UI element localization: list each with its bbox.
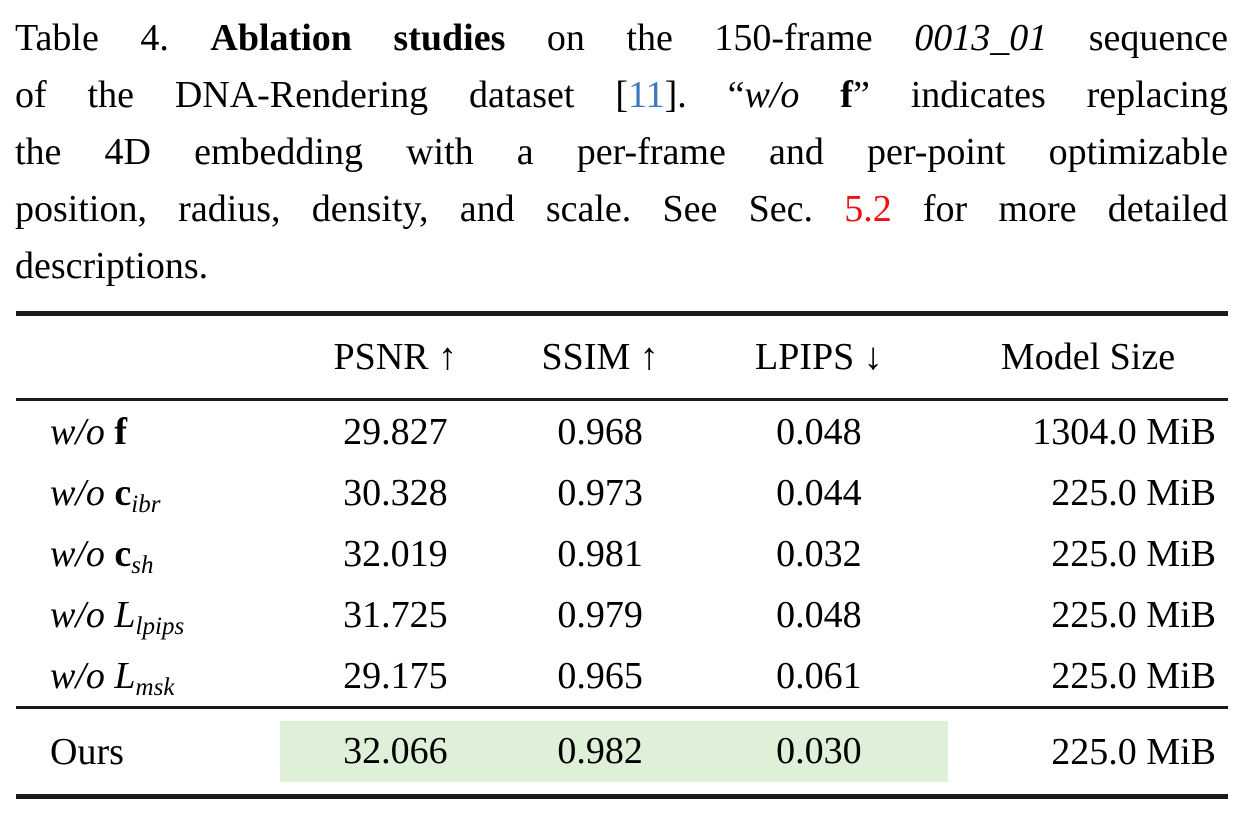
cell-psnr: 32.019 (343, 532, 448, 575)
row-symbol-subscript: sh (131, 551, 154, 579)
cell-ssim-highlighted: 0.982 (510, 706, 690, 797)
col-header-ssim: SSIM ↑ (510, 313, 690, 401)
cell-model-size: 1304.0 MiB (1032, 410, 1216, 453)
row-symbol: c (114, 532, 132, 575)
caption-text: on the 150-frame (505, 17, 915, 59)
cell-lpips: 0.048 (776, 410, 862, 453)
table-caption: Table 4. Ablation studies on the 150-fra… (15, 10, 1228, 295)
wo-prefix: w/o (50, 410, 115, 453)
row-symbol-subscript: ibr (131, 490, 161, 518)
row-symbol-subscript: lpips (135, 612, 185, 640)
cell-psnr: 30.328 (343, 471, 448, 514)
table-row-wo-c-sh: w/o csh 32.019 0.981 0.032 225.0 MiB (16, 523, 1228, 584)
wo-term: w/o (744, 74, 841, 116)
caption-text: for more detailed (891, 188, 1228, 230)
caption-text: position, radius, density, and scale. Se… (15, 188, 845, 230)
row-label: w/o f (16, 400, 280, 463)
cell-model-size: 225.0 MiB (1051, 532, 1216, 575)
wo-prefix: w/o (50, 532, 115, 575)
row-label: w/o Llpips (16, 584, 280, 645)
caption-text: of the DNA-Rendering dataset [ (15, 74, 629, 116)
header-row: PSNR ↑ SSIM ↑ LPIPS ↓ Model Size (16, 313, 1228, 401)
ablation-table: PSNR ↑ SSIM ↑ LPIPS ↓ Model Size w/o f 2… (16, 311, 1228, 799)
table-row-wo-l-lpips: w/o Llpips 31.725 0.979 0.048 225.0 MiB (16, 584, 1228, 645)
caption-line-5: descriptions. (15, 238, 1228, 295)
cell-ssim: 0.968 (557, 410, 643, 453)
caption-text: sequence (1047, 17, 1228, 59)
ablation-table-wrap: PSNR ↑ SSIM ↑ LPIPS ↓ Model Size w/o f 2… (16, 311, 1228, 799)
row-label-ours: Ours (16, 706, 281, 797)
caption-line-2: of the DNA-Rendering dataset [11]. “w/o … (15, 67, 1228, 124)
highlight-ssim: 0.982 (510, 721, 690, 782)
row-label: w/o csh (16, 523, 280, 584)
wo-prefix: w/o (50, 471, 115, 514)
caption-line-3: the 4D embedding with a per-frame and pe… (15, 124, 1228, 181)
cell-model-size: 225.0 MiB (1051, 471, 1216, 514)
row-symbol: L (114, 593, 136, 636)
col-header-empty (16, 313, 281, 401)
highlight-lpips: 0.030 (689, 721, 948, 782)
cell-model-size: 225.0 MiB (1051, 593, 1216, 636)
row-symbol: L (114, 654, 136, 697)
sequence-name: 0013_01 (914, 17, 1048, 59)
cell-model-size: 225.0 MiB (947, 706, 1228, 797)
row-symbol: c (114, 471, 132, 514)
caption-text: ” indicates replacing (852, 74, 1228, 116)
row-symbol: f (114, 410, 128, 453)
wo-prefix: w/o (50, 593, 115, 636)
table-row-wo-l-msk: w/o Lmsk 29.175 0.965 0.061 225.0 MiB (16, 645, 1228, 708)
cell-lpips: 0.048 (776, 593, 862, 636)
row-label: w/o Lmsk (16, 645, 280, 708)
cell-ssim: 0.979 (557, 593, 643, 636)
row-label: w/o cibr (16, 462, 280, 523)
caption-line-1: Table 4. Ablation studies on the 150-fra… (15, 10, 1228, 67)
cell-psnr-highlighted: 32.066 (280, 706, 511, 797)
caption-text: the 4D embedding with a per-frame and pe… (15, 131, 1228, 173)
cell-psnr: 31.725 (343, 593, 448, 636)
cell-ssim: 0.965 (557, 654, 643, 697)
table-row-wo-c-ibr: w/o cibr 30.328 0.973 0.044 225.0 MiB (16, 462, 1228, 523)
row-symbol-subscript: msk (135, 673, 175, 701)
caption-table-label: Table 4. (15, 17, 211, 59)
cell-lpips: 0.061 (776, 654, 862, 697)
f-term: f (840, 74, 853, 116)
caption-text: ]. “ (664, 74, 745, 116)
col-header-model-size: Model Size (947, 313, 1228, 401)
cell-model-size: 225.0 MiB (1051, 654, 1216, 697)
caption-line-4: position, radius, density, and scale. Se… (15, 181, 1228, 238)
wo-prefix: w/o (50, 654, 115, 697)
col-header-psnr: PSNR ↑ (280, 313, 511, 401)
col-header-lpips: LPIPS ↓ (689, 313, 948, 401)
table-row-ours: Ours 32.066 0.982 0.030 225.0 MiB (16, 706, 1228, 797)
citation-link[interactable]: 11 (628, 74, 665, 116)
cell-ssim: 0.973 (557, 471, 643, 514)
highlight-psnr: 32.066 (280, 721, 511, 782)
caption-bold-title: Ablation studies (210, 17, 506, 59)
cell-ssim: 0.981 (557, 532, 643, 575)
cell-psnr: 29.827 (343, 410, 448, 453)
cell-lpips: 0.032 (776, 532, 862, 575)
table-row-wo-f: w/o f 29.827 0.968 0.048 1304.0 MiB (16, 400, 1228, 463)
caption-text: descriptions. (15, 245, 209, 287)
cell-lpips-highlighted: 0.030 (689, 706, 948, 797)
cell-psnr: 29.175 (343, 654, 448, 697)
section-ref-link[interactable]: 5.2 (844, 188, 892, 230)
cell-lpips: 0.044 (776, 471, 862, 514)
paper-table-figure: Table 4. Ablation studies on the 150-fra… (0, 10, 1244, 816)
